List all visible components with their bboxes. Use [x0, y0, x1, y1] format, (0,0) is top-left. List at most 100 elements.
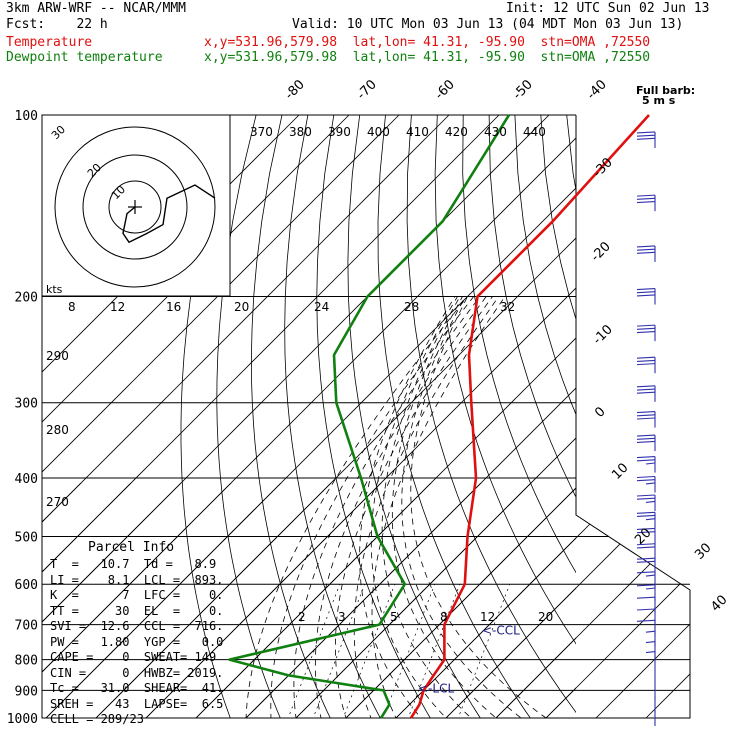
- wind-barb-flag: [636, 363, 656, 366]
- theta-label: 370: [250, 125, 273, 139]
- wind-barb-half: [645, 651, 656, 654]
- isotherm: [182, 483, 690, 718]
- isotherm: [495, 637, 576, 718]
- isotherm: [95, 237, 576, 718]
- hodograph-units: kts: [46, 283, 63, 296]
- isotherm: [482, 483, 690, 718]
- theta-side-label: 280: [46, 423, 69, 437]
- mixing-ratio-line: [307, 584, 366, 718]
- upper-tick-label: 28: [404, 300, 419, 314]
- parcel-title: Parcel Info: [88, 540, 175, 555]
- dry-adiabat: [250, 115, 331, 718]
- wind-barb-flag: [636, 294, 656, 297]
- pressure-label: 1000: [7, 712, 38, 727]
- upper-tick-label: 24: [314, 300, 329, 314]
- isotherm: [545, 687, 576, 718]
- upper-tick-label: 12: [110, 300, 125, 314]
- wind-barb-flag: [636, 359, 656, 362]
- mixing-ratio-label: 5: [390, 610, 398, 624]
- dry-adiabat: [670, 115, 740, 731]
- isotherm-label: -70: [354, 77, 380, 103]
- isotherm: [582, 483, 690, 718]
- pressure-label: 300: [15, 397, 38, 412]
- isotherm: [395, 537, 576, 718]
- dry-adiabat: [722, 115, 740, 731]
- isotherm: [345, 487, 576, 718]
- isotherm: [42, 115, 550, 623]
- dry-adiabat: [180, 115, 231, 718]
- moist-adiabat: [270, 296, 475, 718]
- wind-barb-flag: [636, 385, 656, 388]
- wind-barb-flag: [636, 417, 656, 420]
- wind-barb-flag: [636, 440, 656, 444]
- wind-barb-flag: [636, 497, 656, 500]
- hodograph-trace: [122, 184, 216, 244]
- dry-adiabat: [696, 115, 740, 731]
- pressure-label: 100: [15, 109, 38, 124]
- theta-label: 430: [484, 125, 507, 139]
- moist-adiabat: [245, 296, 468, 718]
- moist-adiabat: [359, 296, 456, 718]
- isotherm: [295, 437, 576, 718]
- dewpoint-location: x,y=531.96,579.98 lat,lon= 41.31, -95.90…: [204, 50, 651, 65]
- wind-barb-flag: [636, 245, 656, 248]
- isotherm-label: -60: [432, 77, 458, 103]
- isotherm: [195, 337, 576, 718]
- dry-adiabat: [619, 115, 740, 731]
- parcel-row: CELL = 289/23: [50, 712, 144, 726]
- pressure-label: 900: [15, 684, 38, 699]
- isotherm: [45, 187, 576, 718]
- mixing-ratio-line: [282, 584, 341, 718]
- parcel-row: K = 7 LFC = 0.: [50, 588, 224, 602]
- moist-adiabat: [370, 296, 458, 718]
- temperature-location: x,y=531.96,579.98 lat,lon= 41.31, -95.90…: [204, 35, 651, 50]
- wind-barb-half: [645, 641, 656, 644]
- moist-adiabat: [353, 296, 500, 718]
- wind-barb-flag: [636, 437, 656, 440]
- wind-barb-flag: [636, 608, 656, 611]
- wind-barb-flag: [636, 434, 656, 437]
- hodograph-ring: [82, 154, 188, 260]
- dry-adiabat: [644, 115, 740, 731]
- dry-adiabat: [540, 115, 576, 321]
- temperature-profile: [409, 114, 650, 719]
- mixing-ratio-line: [402, 584, 461, 718]
- pressure-label: 500: [15, 530, 38, 545]
- wind-barb-flag: [636, 330, 656, 334]
- dry-adiabat: [434, 115, 576, 645]
- wind-barb-flag: [636, 197, 656, 200]
- wind-barb-flag: [636, 527, 656, 531]
- mixing-ratio-line: [337, 584, 396, 718]
- barb-legend-units: 5 m s: [642, 94, 676, 107]
- wind-barb-flag: [636, 414, 656, 417]
- barb-legend-title: Full barb:: [636, 84, 695, 97]
- wind-barb-half: [645, 500, 656, 503]
- hodograph-ring: [108, 180, 162, 234]
- annotation-label: <-CCL: [482, 624, 520, 638]
- isotherm-label: -80: [282, 77, 308, 103]
- wind-barb-flag: [636, 479, 656, 482]
- isotherm: [432, 483, 690, 718]
- isotherm-label: 0: [592, 404, 608, 420]
- wind-barb-flag: [636, 324, 656, 327]
- wind-barb-flag: [636, 391, 656, 394]
- hodograph-ring: [54, 126, 216, 288]
- dry-adiabat: [377, 115, 531, 718]
- isotherm: [332, 483, 690, 718]
- wind-barb-half: [645, 518, 656, 521]
- wind-barb-flag: [636, 137, 656, 140]
- wind-barb-half: [645, 587, 656, 590]
- wind-barb-flag: [636, 248, 656, 251]
- wind-barb-flag: [636, 356, 656, 359]
- dry-adiabat: [488, 115, 576, 498]
- mixing-ratio-label: 12: [480, 610, 495, 624]
- parcel-row: SREH = 43 LAPSE= 6.5: [50, 696, 224, 711]
- wind-barb-flag: [636, 619, 656, 622]
- wind-barb-flag: [636, 200, 656, 204]
- dewpoint-label: Dewpoint temperature: [6, 50, 163, 65]
- isotherm: [445, 587, 576, 718]
- dry-adiabat: [316, 115, 431, 718]
